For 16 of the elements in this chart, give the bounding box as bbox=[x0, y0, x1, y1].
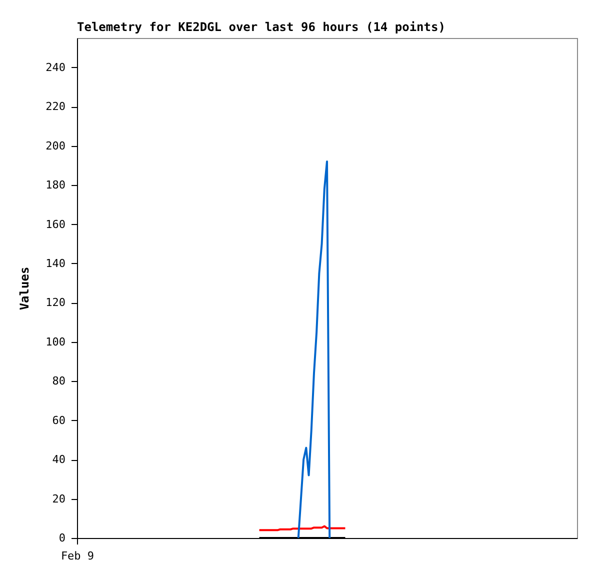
chart-title: Telemetry for KE2DGL over last 96 hours (14 points) bbox=[77, 20, 446, 34]
y-tick-label: 20 bbox=[52, 492, 66, 506]
y-tick-label: 100 bbox=[46, 335, 66, 348]
y-tick-label: 0 bbox=[58, 532, 66, 544]
y-tick-label: 200 bbox=[46, 139, 66, 152]
y-tick-label: 220 bbox=[46, 100, 66, 114]
y-tick-label: 80 bbox=[52, 374, 66, 388]
y-axis-title: Values bbox=[18, 266, 32, 310]
y-tick-label: 60 bbox=[52, 414, 66, 427]
y-tick-label: 140 bbox=[46, 256, 66, 270]
y-tick-label: 160 bbox=[46, 218, 66, 231]
y-tick-label: 240 bbox=[46, 60, 66, 74]
y-tick-label: 120 bbox=[46, 296, 66, 310]
y-tick-label: 180 bbox=[46, 178, 66, 192]
y-tick-label: 40 bbox=[52, 453, 66, 466]
x-tick-label: Feb 9 bbox=[60, 550, 94, 562]
